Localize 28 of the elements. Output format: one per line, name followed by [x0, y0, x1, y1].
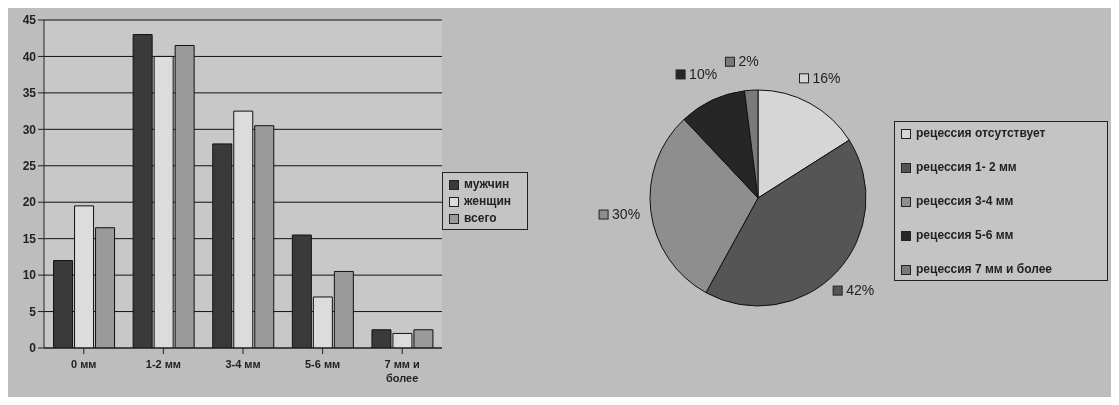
y-tick-label: 10	[22, 268, 37, 283]
x-tick-label: 7 мм и более	[384, 358, 420, 384]
legend-label: женщин	[464, 193, 512, 208]
y-tick-label: 20	[22, 195, 37, 210]
y-tick-label: 40	[22, 49, 37, 64]
legend-label: рецессия 1- 2 мм	[916, 159, 1017, 174]
data-label: 42%	[846, 282, 875, 299]
y-tick-label: 30	[22, 122, 37, 137]
data-label: 10%	[689, 65, 718, 82]
data-label: 30%	[612, 206, 641, 223]
y-tick-label: 25	[22, 159, 37, 174]
x-tick-label: 0 мм	[71, 358, 97, 370]
data-label: 2%	[738, 53, 759, 70]
y-tick-label: 45	[22, 13, 37, 28]
y-tick-label: 5	[29, 304, 37, 319]
legend-label: мужчин	[464, 176, 510, 191]
legend-label: рецессия 5-6 мм	[916, 227, 1014, 242]
legend-label: рецессия отсутствует	[916, 125, 1046, 140]
legend-label: всего	[464, 210, 497, 225]
data-label: 16%	[812, 69, 841, 86]
y-tick-label: 0	[29, 341, 37, 356]
legend-label: рецессия 3-4 мм	[916, 193, 1014, 208]
x-tick-label: 1-2 мм	[145, 358, 182, 370]
legend-label: рецессия 7 мм и более	[916, 261, 1053, 276]
x-tick-label: 3-4 мм	[225, 358, 261, 370]
y-tick-label: 15	[22, 231, 37, 246]
y-tick-label: 35	[22, 86, 37, 101]
x-tick-label: 5-6 мм	[304, 358, 341, 370]
